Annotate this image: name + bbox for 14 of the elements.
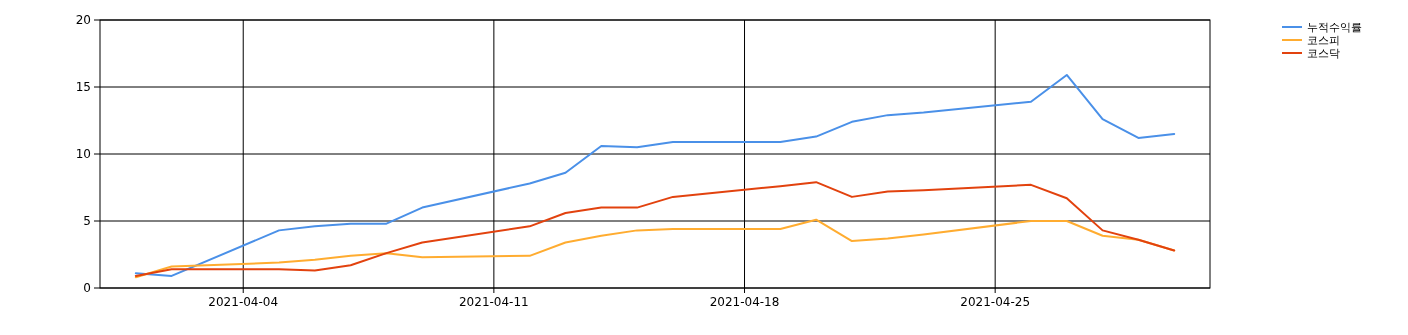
x-tick-label: 2021-04-11: [459, 295, 529, 309]
x-tick-label: 2021-04-25: [960, 295, 1031, 309]
x-tick-label: 2021-04-18: [709, 295, 780, 309]
y-tick-label: 15: [75, 80, 91, 95]
x-tick-label: 2021-04-04: [208, 295, 279, 309]
y-tick-label: 0: [83, 281, 91, 296]
line-series: [134, 181, 1176, 277]
legend-label: 코스닥: [1307, 46, 1340, 60]
y-tick-label: 10: [75, 147, 91, 162]
legend-label: 코스피: [1307, 33, 1340, 47]
y-tick-label: 5: [83, 214, 91, 229]
y-tick-label: 20: [75, 13, 91, 28]
line-series: [134, 73, 1176, 277]
legend-label: 누적수익률: [1307, 20, 1362, 34]
